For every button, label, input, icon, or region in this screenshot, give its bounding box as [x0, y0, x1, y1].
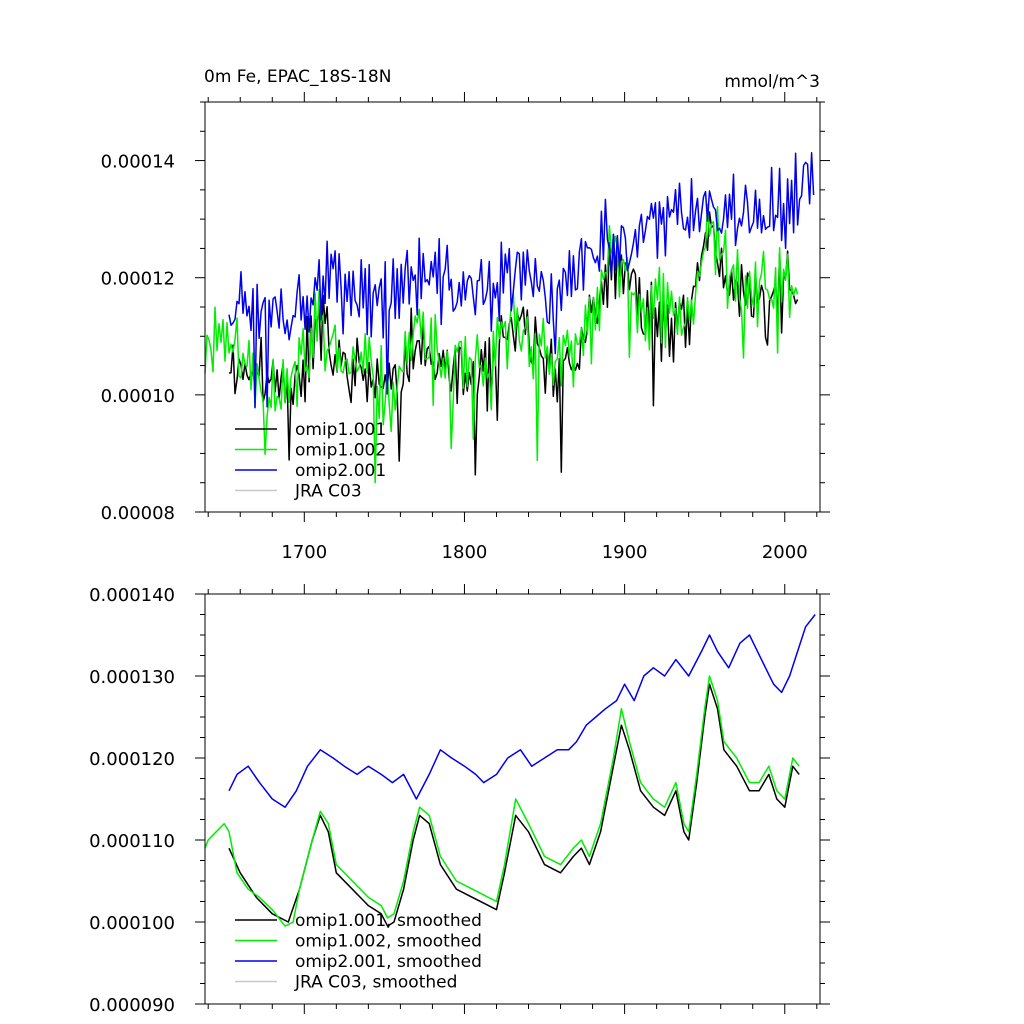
legend-label: omip2.001: [295, 461, 386, 481]
top-x-tick-labels: 1700 1800 1900 2000: [281, 542, 807, 563]
series-line-omip1-001: [228, 683, 800, 927]
y-tick-label: 0.00010: [101, 386, 175, 407]
y-tick-label: 0.00012: [101, 269, 175, 290]
y-tick-label: 0.00014: [101, 152, 175, 173]
top-axis-ticks: [195, 92, 830, 522]
top-y-tick-labels: 0.00008 0.00010 0.00012 0.00014: [101, 152, 175, 524]
x-tick-label: 2000: [762, 542, 808, 563]
y-tick-label: 0.000140: [89, 585, 175, 606]
series-line-omip1-001: [228, 211, 799, 476]
series-line-omip2-001: [228, 614, 816, 808]
y-tick-label: 0.000120: [89, 749, 175, 770]
series-line-omip2-001: [228, 152, 815, 409]
legend-label: JRA C03: [294, 482, 362, 502]
top-plot-frame: [204, 101, 821, 513]
legend-label: omip1.001, smoothed: [295, 911, 482, 931]
top-chart-panel: 0m Fe, EPAC_18S-18N mmol/m^3 0.000080.00…: [101, 67, 830, 563]
legend-label: omip1.002, smoothed: [295, 932, 482, 952]
top-chart-units: mmol/m^3: [724, 72, 820, 92]
series-line-omip1-002: [204, 203, 799, 484]
x-tick-label: 1800: [442, 542, 488, 563]
y-tick-label: 0.000130: [89, 667, 175, 688]
x-tick-label: 1700: [281, 542, 327, 563]
top-chart-title: 0m Fe, EPAC_18S-18N: [204, 67, 391, 87]
bottom-plot-frame: [204, 593, 821, 1005]
bottom-axis-ticks: [195, 584, 830, 1014]
y-tick-label: 0.00008: [101, 503, 175, 524]
x-tick-label: 1900: [602, 542, 648, 563]
top-series-group: [204, 152, 815, 484]
y-tick-label: 0.000100: [89, 913, 175, 934]
legend-label: omip1.002: [295, 441, 386, 461]
bottom-series-group: [204, 614, 816, 927]
bottom-y-tick-labels: 0.000090 0.000100 0.000110 0.000120 0.000130…: [89, 585, 175, 1016]
y-tick-label: 0.000090: [89, 995, 175, 1016]
legend-label: omip2.001, smoothed: [295, 952, 482, 972]
legend-label: omip1.001: [295, 420, 386, 440]
bottom-chart-panel: 0.000090 0.000100 0.000110 0.000120 0.000130…: [89, 584, 830, 1016]
legend-label: JRA C03, smoothed: [294, 973, 457, 993]
series-line-omip1-002: [204, 675, 800, 927]
y-tick-label: 0.000110: [89, 831, 175, 852]
